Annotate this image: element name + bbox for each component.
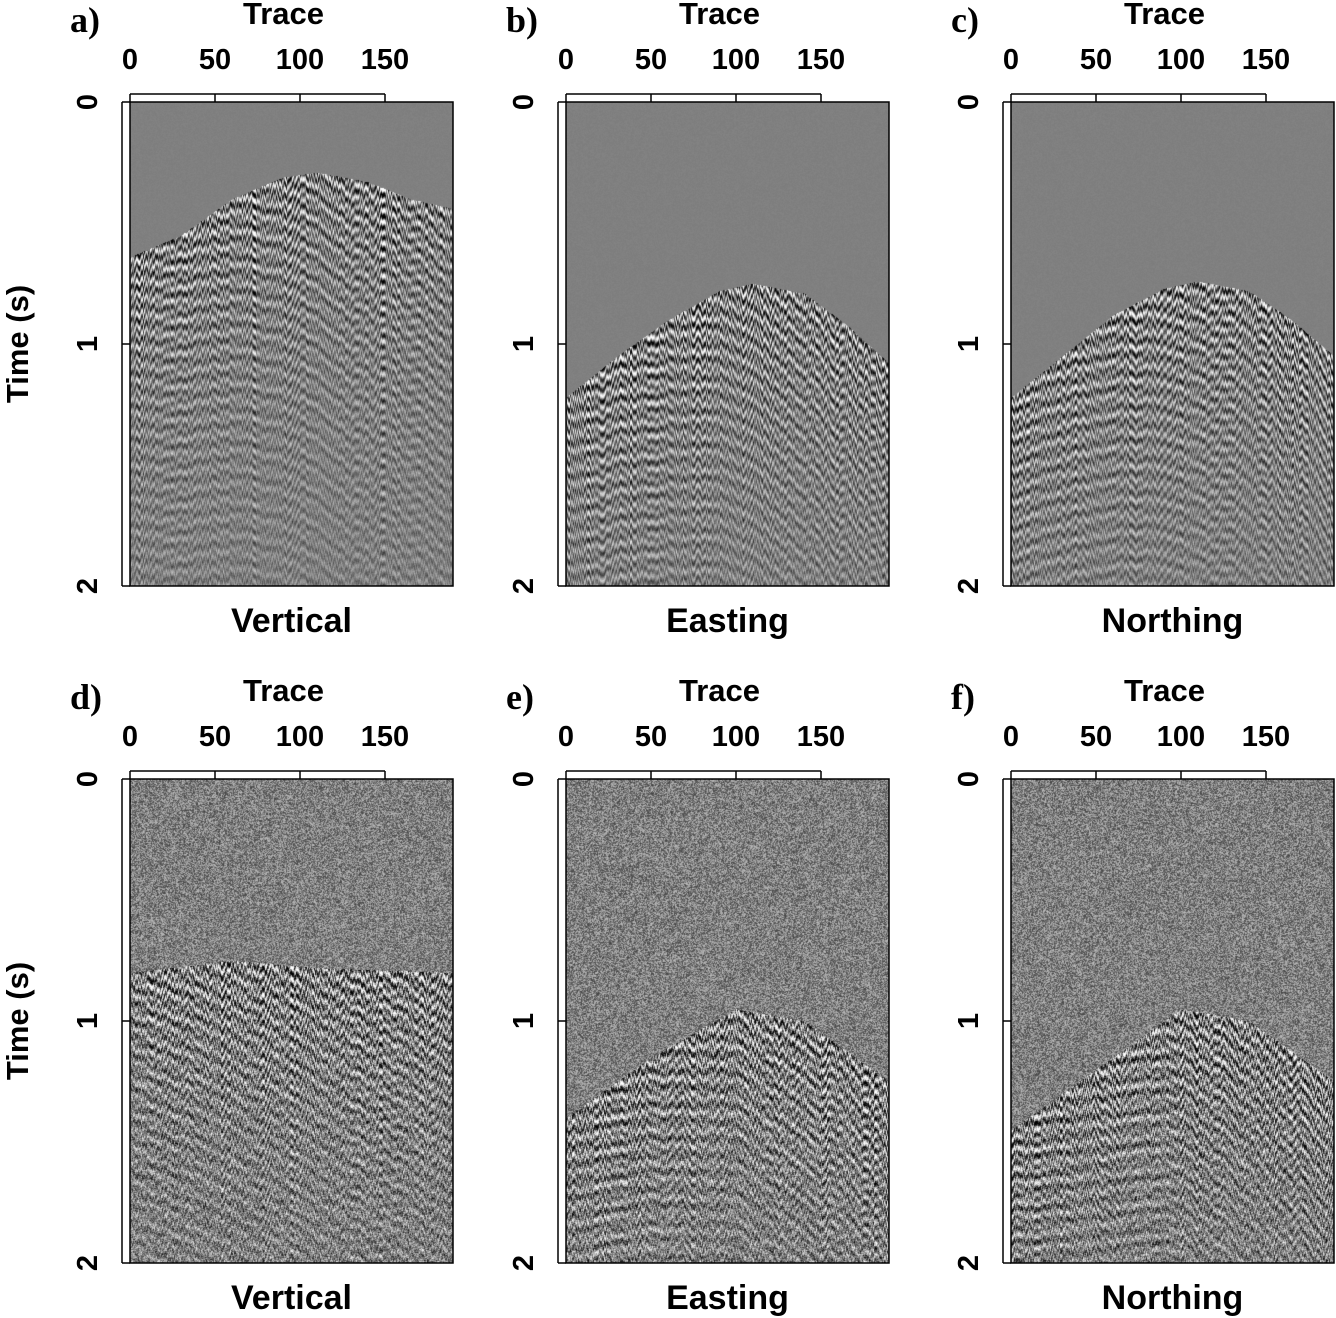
x-tick-label: 150	[361, 721, 409, 753]
y-tick-label: 0	[508, 771, 540, 787]
x-tick-label: 0	[122, 721, 138, 753]
x-axis-title: Trace	[243, 673, 324, 708]
panel-label: e)	[506, 677, 534, 717]
plot-frame	[129, 778, 454, 1264]
plot-frame	[565, 778, 890, 1264]
x-tick-label: 150	[797, 721, 845, 753]
seismic-image-f	[1011, 779, 1334, 1263]
x-tick-label: 0	[1003, 721, 1019, 753]
x-tick-label: 0	[558, 721, 574, 753]
panel-label: d)	[70, 677, 102, 717]
x-tick-label: 0	[558, 44, 574, 76]
panel-caption: Vertical	[231, 1279, 352, 1317]
y-tick-label: 2	[953, 1255, 985, 1271]
y-tick-label: 1	[72, 336, 104, 352]
y-tick-label: 0	[508, 94, 540, 110]
x-tick-label: 50	[199, 44, 231, 76]
panel-caption: Easting	[666, 1279, 789, 1317]
panel-caption: Easting	[666, 602, 789, 640]
x-axis-title: Trace	[1124, 0, 1205, 31]
y-tick-label: 2	[508, 578, 540, 594]
plot-frame	[1010, 101, 1335, 587]
panel-label: a)	[70, 0, 100, 40]
y-tick-label: 1	[508, 336, 540, 352]
y-tick-label: 2	[72, 578, 104, 594]
seismic-image-a	[130, 102, 453, 586]
panel-caption: Northing	[1102, 602, 1244, 640]
x-tick-label: 50	[1080, 721, 1112, 753]
y-tick-label: 2	[72, 1255, 104, 1271]
x-tick-label: 100	[1157, 44, 1205, 76]
y-tick-label: 1	[508, 1013, 540, 1029]
x-tick-label: 100	[1157, 721, 1205, 753]
x-tick-label: 100	[712, 44, 760, 76]
y-tick-label: 1	[953, 1013, 985, 1029]
y-tick-label: 2	[508, 1255, 540, 1271]
x-tick-label: 150	[1242, 721, 1290, 753]
y-tick-label: 0	[72, 94, 104, 110]
panel-label: c)	[951, 0, 979, 40]
panel-label: f)	[951, 677, 975, 717]
seismic-image-d	[130, 779, 453, 1263]
y-axis-title: Time (s)	[0, 285, 35, 403]
y-tick-label: 2	[953, 578, 985, 594]
plot-frame	[129, 101, 454, 587]
x-axis-title: Trace	[679, 673, 760, 708]
panel-caption: Northing	[1102, 1279, 1244, 1317]
x-axis-title: Trace	[243, 0, 324, 31]
y-tick-label: 0	[72, 771, 104, 787]
x-tick-label: 100	[276, 721, 324, 753]
seismic-image-b	[566, 102, 889, 586]
x-tick-label: 100	[276, 44, 324, 76]
panel-caption: Vertical	[231, 602, 352, 640]
y-tick-label: 0	[953, 94, 985, 110]
x-tick-label: 150	[797, 44, 845, 76]
x-tick-label: 50	[1080, 44, 1112, 76]
y-tick-label: 0	[953, 771, 985, 787]
seismic-image-c	[1011, 102, 1334, 586]
x-tick-label: 50	[199, 721, 231, 753]
x-tick-label: 0	[1003, 44, 1019, 76]
y-tick-label: 1	[953, 336, 985, 352]
x-axis-title: Trace	[1124, 673, 1205, 708]
x-tick-label: 150	[1242, 44, 1290, 76]
x-tick-label: 50	[635, 721, 667, 753]
plot-frame	[1010, 778, 1335, 1264]
y-tick-label: 1	[72, 1013, 104, 1029]
x-tick-label: 150	[361, 44, 409, 76]
x-tick-label: 0	[122, 44, 138, 76]
y-axis-title: Time (s)	[0, 962, 35, 1080]
seismic-image-e	[566, 779, 889, 1263]
x-tick-label: 100	[712, 721, 760, 753]
plot-frame	[565, 101, 890, 587]
panel-label: b)	[506, 0, 538, 40]
x-tick-label: 50	[635, 44, 667, 76]
x-axis-title: Trace	[679, 0, 760, 31]
